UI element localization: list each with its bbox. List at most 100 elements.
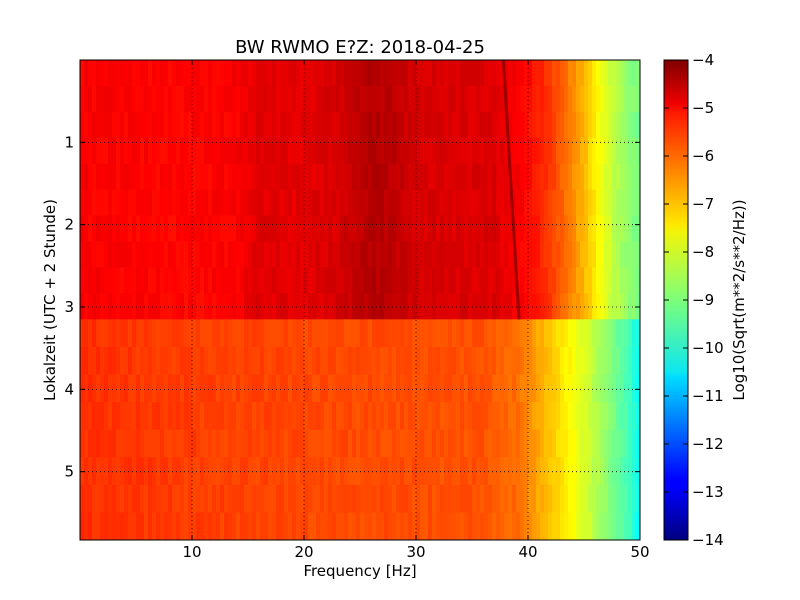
- heatmap-cell: [272, 346, 277, 376]
- heatmap-cell: [352, 457, 357, 486]
- heatmap-cell: [392, 241, 397, 269]
- heatmap-cell: [576, 319, 581, 348]
- heatmap-cell: [164, 189, 169, 217]
- heatmap-cell: [156, 189, 161, 217]
- heatmap-cell: [228, 512, 233, 540]
- heatmap-cell: [316, 241, 321, 269]
- heatmap-cell: [96, 484, 101, 514]
- heatmap-cell: [356, 293, 361, 320]
- heatmap-cell: [228, 111, 233, 139]
- heatmap-cell: [260, 484, 265, 514]
- heatmap-cell: [284, 319, 289, 348]
- heatmap-cell: [224, 402, 229, 431]
- heatmap-cell: [604, 374, 609, 403]
- heatmap-cell: [96, 189, 101, 217]
- heatmap-cell: [244, 484, 249, 514]
- heatmap-cell: [120, 457, 125, 486]
- heatmap-cell: [344, 267, 349, 295]
- heatmap-cell: [424, 457, 429, 486]
- heatmap-cell: [348, 137, 353, 165]
- heatmap-cell: [280, 293, 285, 320]
- heatmap-cell: [396, 267, 401, 295]
- heatmap-cell: [404, 267, 409, 295]
- heatmap-cell: [160, 241, 165, 269]
- heatmap-cell: [96, 429, 101, 458]
- heatmap-cell: [528, 429, 533, 458]
- heatmap-cell: [388, 215, 393, 243]
- heatmap-cell: [252, 163, 257, 191]
- heatmap-cell: [496, 241, 501, 269]
- heatmap-cell: [268, 137, 273, 165]
- heatmap-cell: [580, 374, 585, 403]
- heatmap-cell: [540, 267, 545, 295]
- heatmap-cell: [440, 429, 445, 458]
- heatmap-cell: [624, 429, 629, 458]
- heatmap-cell: [524, 429, 529, 458]
- heatmap-cell: [548, 374, 553, 403]
- heatmap-cell: [440, 60, 445, 87]
- heatmap-cell: [460, 163, 465, 191]
- heatmap-cell: [476, 215, 481, 243]
- heatmap-cell: [376, 457, 381, 486]
- heatmap-cell: [316, 163, 321, 191]
- heatmap-cell: [632, 85, 637, 113]
- heatmap-cell: [88, 163, 93, 191]
- heatmap-cell: [416, 163, 421, 191]
- heatmap-cell: [100, 429, 105, 458]
- heatmap-cell: [300, 163, 305, 191]
- heatmap-cell: [556, 457, 561, 486]
- heatmap-cell: [404, 60, 409, 87]
- heatmap-cell: [260, 512, 265, 540]
- heatmap-cell: [348, 346, 353, 376]
- heatmap-cell: [124, 457, 129, 486]
- heatmap-cell: [472, 111, 477, 139]
- heatmap-cell: [300, 402, 305, 431]
- heatmap-cell: [116, 215, 121, 243]
- heatmap-cell: [612, 137, 617, 165]
- heatmap-cell: [468, 111, 473, 139]
- heatmap-cell: [420, 319, 425, 348]
- heatmap-cell: [504, 374, 509, 403]
- heatmap-cell: [576, 215, 581, 243]
- heatmap-cell: [80, 319, 85, 348]
- heatmap-cell: [556, 111, 561, 139]
- heatmap-cell: [588, 402, 593, 431]
- heatmap-cell: [428, 429, 433, 458]
- heatmap-cell: [84, 111, 89, 139]
- heatmap-cell: [400, 85, 405, 113]
- heatmap-cell: [464, 374, 469, 403]
- heatmap-cell: [260, 374, 265, 403]
- heatmap-cell: [384, 137, 389, 165]
- heatmap-cell: [568, 402, 573, 431]
- heatmap-cell: [460, 293, 465, 320]
- heatmap-cell: [188, 319, 193, 348]
- heatmap-cell: [352, 163, 357, 191]
- heatmap-cell: [188, 267, 193, 295]
- heatmap-cell: [568, 60, 573, 87]
- heatmap-cell: [388, 163, 393, 191]
- heatmap-cell: [332, 85, 337, 113]
- heatmap-cell: [600, 402, 605, 431]
- heatmap-cell: [220, 111, 225, 139]
- heatmap-cell: [200, 319, 205, 348]
- heatmap-cell: [604, 429, 609, 458]
- heatmap-cell: [540, 346, 545, 376]
- heatmap-cell: [600, 189, 605, 217]
- heatmap-cell: [248, 484, 253, 514]
- heatmap-cell: [560, 215, 565, 243]
- heatmap-cell: [220, 293, 225, 320]
- heatmap-cell: [116, 189, 121, 217]
- heatmap-cell: [228, 85, 233, 113]
- heatmap-cell: [556, 163, 561, 191]
- heatmap-cell: [144, 374, 149, 403]
- heatmap-cell: [440, 215, 445, 243]
- heatmap-cell: [200, 402, 205, 431]
- heatmap-cell: [604, 402, 609, 431]
- heatmap-cell: [296, 402, 301, 431]
- heatmap-cell: [116, 512, 121, 540]
- heatmap-cell: [232, 241, 237, 269]
- heatmap-cell: [596, 512, 601, 540]
- heatmap-cell: [96, 137, 101, 165]
- heatmap-cell: [556, 402, 561, 431]
- heatmap-cell: [360, 137, 365, 165]
